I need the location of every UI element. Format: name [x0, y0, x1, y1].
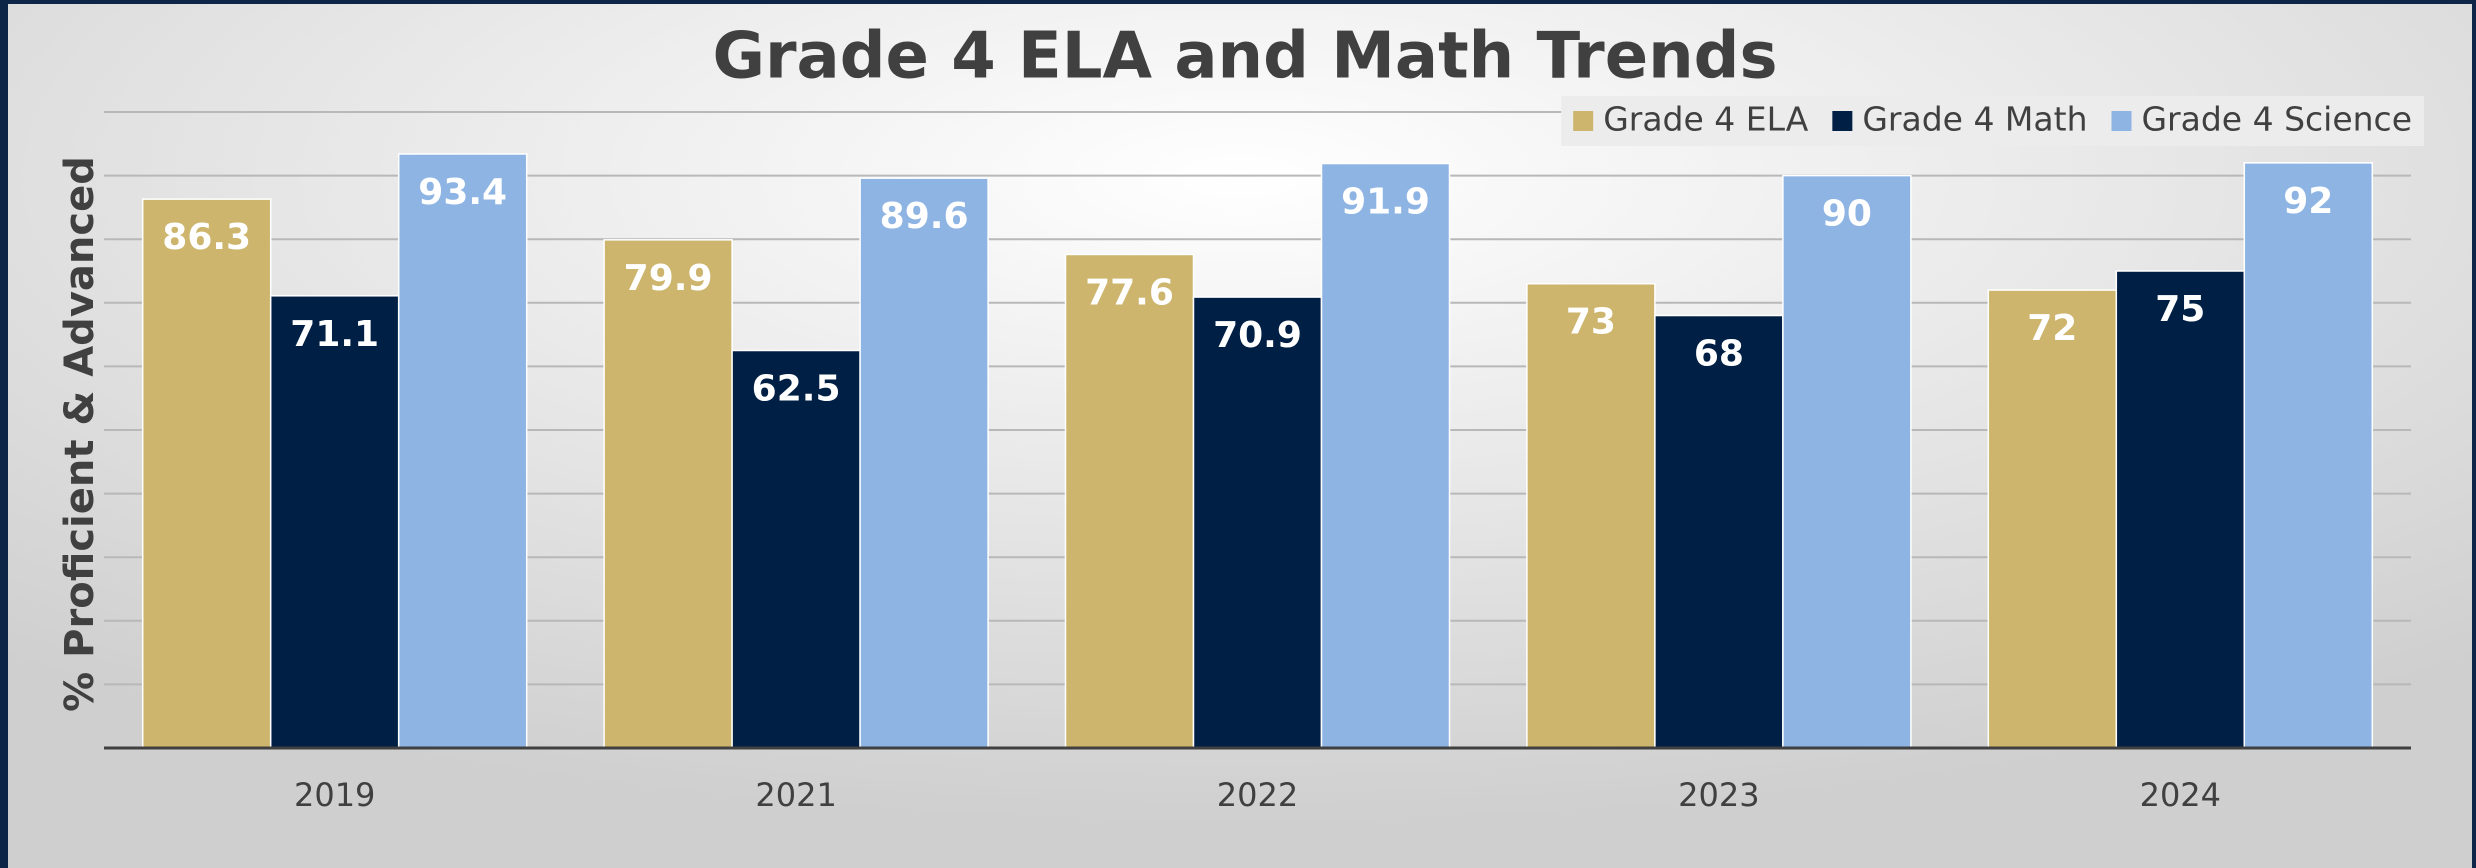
- data-label: 93.4: [418, 172, 507, 213]
- legend-label: Grade 4 Science: [2141, 100, 2412, 139]
- chart-title: Grade 4 ELA and Math Trends: [712, 20, 1777, 94]
- bar: [1987, 289, 2118, 749]
- data-label: 92: [2283, 181, 2333, 222]
- data-label: 70.9: [1213, 315, 1302, 356]
- bar: [141, 198, 272, 749]
- data-label: 71.1: [290, 314, 379, 355]
- bar: [859, 177, 989, 749]
- legend-swatch: [1573, 111, 1594, 131]
- bar: [1654, 314, 1784, 749]
- bar: [2243, 162, 2374, 749]
- y-axis-label: % Proficient & Advanced: [57, 156, 103, 712]
- bar: [1782, 174, 1912, 749]
- data-label: 62.5: [752, 369, 841, 410]
- x-tick-label: 2024: [2140, 776, 2221, 814]
- data-label: 90: [1822, 194, 1872, 235]
- data-label: 89.6: [880, 196, 969, 237]
- data-label: 73: [1566, 302, 1616, 343]
- legend-swatch: [1832, 111, 1853, 131]
- data-label: 79.9: [624, 258, 713, 299]
- bar: [1320, 162, 1451, 749]
- bar: [1192, 296, 1323, 749]
- x-tick-label: 2022: [1217, 776, 1298, 814]
- data-label: 77.6: [1085, 272, 1174, 313]
- bar: [1526, 282, 1656, 749]
- legend-label: Grade 4 ELA: [1603, 100, 1809, 139]
- data-label: 72: [2027, 308, 2077, 349]
- data-label: 68: [1694, 334, 1744, 375]
- x-tick-label: 2021: [755, 776, 836, 814]
- bar: [269, 295, 400, 749]
- x-tick-label: 2019: [294, 776, 375, 814]
- bar: [603, 239, 733, 749]
- legend-swatch: [2111, 111, 2132, 131]
- legend-box: [1561, 96, 2424, 146]
- x-tick-label: 2023: [1678, 776, 1759, 814]
- bar: [1064, 253, 1195, 749]
- bar: [731, 349, 861, 749]
- bar: [2115, 270, 2246, 749]
- data-label: 75: [2155, 289, 2205, 330]
- legend-label: Grade 4 Math: [1862, 100, 2087, 139]
- data-label: 91.9: [1341, 182, 1430, 223]
- data-label: 86.3: [162, 217, 251, 258]
- bar: [397, 153, 528, 749]
